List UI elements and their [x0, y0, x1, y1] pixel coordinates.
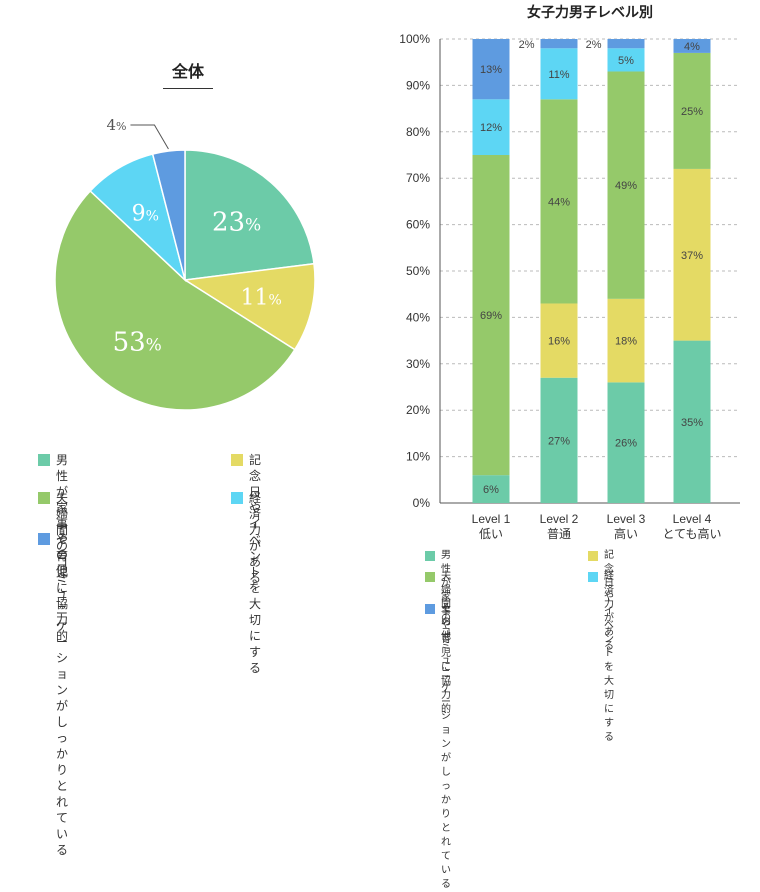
y-tick-label: 50% [406, 264, 430, 278]
bar-value-label: 26% [615, 438, 637, 450]
legend-swatch [588, 572, 598, 582]
bar-chart-title: 女子力男子レベル別 [527, 5, 653, 21]
bar-segment-other [540, 39, 578, 49]
bar-legend-item-economy: 経済力がある [588, 570, 614, 654]
bar-segment-anniversary [673, 168, 711, 341]
x-tick-label: Level 2 [540, 512, 579, 526]
bar-value-label: 44% [548, 196, 570, 208]
pie-label-other: 4% [106, 116, 126, 134]
bar-segment-economy [607, 48, 645, 72]
bar-value-label: 49% [615, 180, 637, 192]
bar-segment-housework [540, 377, 578, 503]
bar-value-label: 16% [548, 336, 570, 348]
pie-slice-other [151, 149, 186, 281]
bar-legend-item-other: その他 [425, 602, 451, 644]
pie-label-anniversary: 11% [240, 286, 281, 311]
bar-value-label: 27% [548, 435, 570, 447]
bar-value-label: 6% [483, 484, 499, 496]
legend-swatch [38, 492, 50, 504]
bar-value-label: 25% [681, 106, 703, 118]
bar-value-label: 11% [548, 69, 569, 81]
bar-value-label: 69% [480, 310, 502, 322]
y-tick-label: 0% [413, 496, 431, 510]
pie-slice-housework [184, 149, 315, 281]
bar-segment-communication [540, 99, 578, 304]
y-tick-label: 100% [399, 32, 430, 46]
y-tick-label: 10% [406, 450, 430, 464]
pie-label-communication: 53% [113, 328, 162, 358]
bar-value-label: 2% [586, 39, 602, 51]
legend-swatch [425, 551, 435, 561]
pie-slice-anniversary [182, 262, 316, 351]
pie-legend-item-economy: 経済力がある [231, 490, 261, 586]
bar-segment-anniversary [607, 298, 645, 383]
legend-swatch [231, 454, 243, 466]
bar-segment-communication [673, 52, 711, 169]
bar-segment-economy [472, 99, 510, 155]
bar-value-label: 35% [681, 417, 703, 429]
x-tick-sublabel: 普通 [547, 527, 571, 540]
y-tick-label: 80% [406, 125, 430, 139]
bar-segment-other [472, 39, 510, 100]
pie-legend-item-other: その他 [38, 531, 68, 579]
y-tick-label: 90% [406, 78, 430, 92]
bar-segment-housework [607, 382, 645, 503]
y-tick-label: 20% [406, 403, 430, 417]
bar-segment-economy [540, 48, 578, 100]
legend-swatch [231, 492, 243, 504]
bar-value-label: 2% [519, 39, 535, 51]
bar-segment-communication [607, 71, 645, 299]
bar-value-label: 5% [618, 55, 634, 67]
y-tick-label: 40% [406, 310, 430, 324]
bar-value-label: 13% [480, 64, 502, 76]
legend-swatch [38, 533, 50, 545]
bar-segment-housework [472, 475, 510, 503]
bar-value-label: 37% [681, 250, 703, 262]
pie-chart: 23%11%53%9%4% [54, 116, 316, 411]
bar-segment-other [673, 39, 711, 53]
legend-swatch [425, 572, 435, 582]
bar-value-label: 4% [684, 41, 700, 53]
bar-value-label: 12% [480, 122, 502, 134]
y-tick-label: 30% [406, 357, 430, 371]
x-tick-sublabel: とても高い [662, 526, 721, 540]
bar-segment-housework [673, 340, 711, 503]
y-tick-label: 70% [406, 171, 430, 185]
legend-swatch [425, 604, 435, 614]
pie-chart-title: 全体 [163, 58, 213, 89]
bar-segment-communication [472, 155, 510, 476]
x-tick-label: Level 3 [607, 512, 646, 526]
legend-swatch [38, 454, 50, 466]
stacked-bar-chart: 0% 10% 20% 30% 40% 50% 60% 70% 80% 90% 100% 6% 69% 12… [399, 32, 740, 540]
pie-leader-other [130, 124, 169, 150]
x-tick-sublabel: 高い [614, 526, 638, 540]
x-tick-label: Level 4 [673, 512, 712, 526]
x-tick-label: Level 1 [472, 512, 511, 526]
x-tick-sublabel: 低い [479, 527, 503, 540]
bar-segment-other [607, 39, 645, 49]
y-tick-label: 60% [406, 218, 430, 232]
bar-value-label: 18% [615, 336, 637, 348]
legend-swatch [588, 551, 598, 561]
bar-segment-anniversary [540, 303, 578, 378]
pie-slice-communication [54, 189, 296, 411]
